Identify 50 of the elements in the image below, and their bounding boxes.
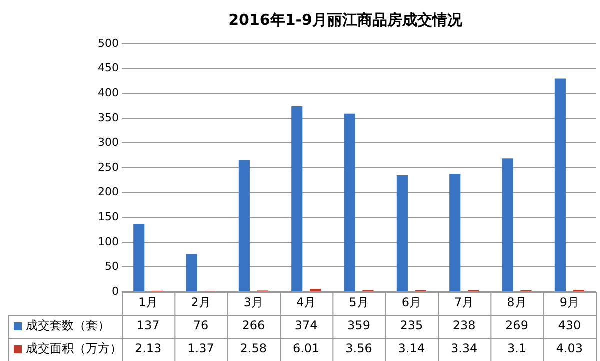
data-label: 3.56 <box>346 342 372 356</box>
y-tick-label: 150 <box>98 210 119 224</box>
bar <box>238 160 250 292</box>
data-label: 269 <box>506 318 528 333</box>
x-tick-label: 5月 <box>349 296 369 310</box>
data-label: 6.01 <box>292 342 320 356</box>
data-label: 266 <box>242 318 266 333</box>
x-tick-label: 2月 <box>191 296 211 310</box>
data-label: 374 <box>294 318 318 333</box>
legend-label: 成交面积（万方） <box>26 342 122 356</box>
data-label: 430 <box>558 318 582 333</box>
x-tick-label: 6月 <box>402 296 422 310</box>
bar <box>554 78 566 292</box>
y-tick-label: 500 <box>98 36 119 50</box>
y-tick-label: 400 <box>98 86 119 100</box>
bar <box>396 175 408 292</box>
data-label: 3.34 <box>450 342 478 356</box>
y-tick-label: 450 <box>98 62 119 75</box>
bar <box>134 224 145 292</box>
data-label: 4.03 <box>556 342 584 356</box>
data-label: 76 <box>193 318 209 333</box>
x-tick-label: 4月 <box>296 296 316 310</box>
x-tick-label: 3月 <box>244 296 264 310</box>
bar <box>292 106 303 292</box>
y-tick-label: 350 <box>98 111 119 124</box>
data-label: 238 <box>452 318 476 333</box>
y-tick-label: 100 <box>98 235 119 248</box>
y-tick-label: 300 <box>98 136 119 150</box>
x-tick-label: 1月 <box>138 296 158 310</box>
x-tick-label: 9月 <box>560 296 580 310</box>
data-label: 1.37 <box>188 342 214 356</box>
bar <box>502 158 514 292</box>
bar <box>344 114 356 292</box>
x-tick-label: 7月 <box>454 296 474 310</box>
y-tick-label: 50 <box>104 260 119 274</box>
bar <box>186 254 198 292</box>
chart-title: 2016年1-9月丽江商品房成交情况 <box>228 10 464 29</box>
y-tick-label: 200 <box>98 186 119 199</box>
data-label: 137 <box>136 318 160 333</box>
data-label: 2.13 <box>134 342 162 356</box>
data-label: 359 <box>348 318 370 333</box>
bar <box>450 174 461 292</box>
data-label: 3.14 <box>398 342 426 356</box>
data-label: 3.1 <box>507 342 527 356</box>
y-tick-label: 250 <box>98 160 119 174</box>
data-label: 235 <box>400 318 424 333</box>
data-label: 2.58 <box>240 342 268 356</box>
legend-label: 成交套数（套） <box>26 318 110 333</box>
y-tick-label: 0 <box>112 284 119 298</box>
x-tick-label: 8月 <box>507 296 527 310</box>
